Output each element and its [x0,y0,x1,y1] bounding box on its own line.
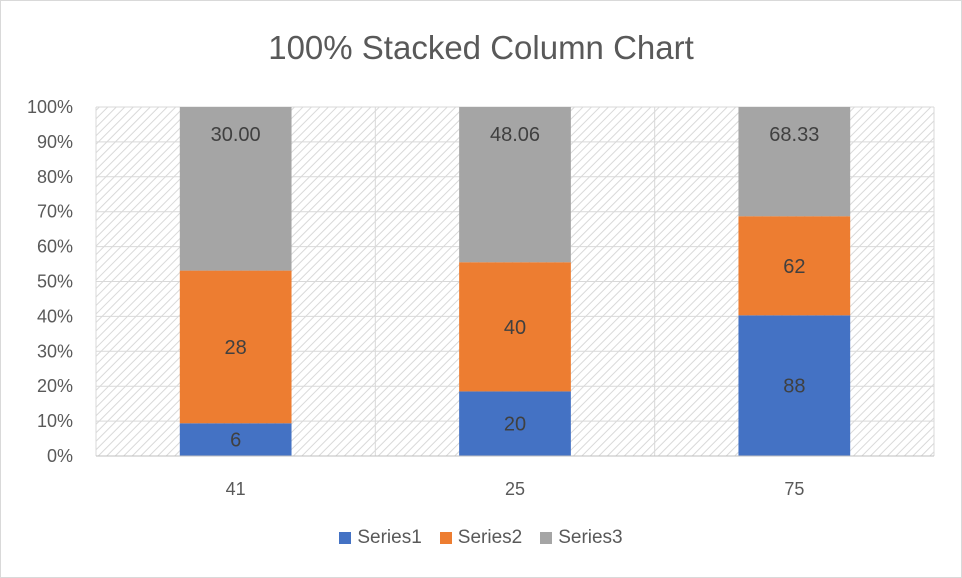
chart-title: 100% Stacked Column Chart [268,29,694,66]
legend-item-series1: Series1 [339,527,422,549]
bar-segment-series3 [738,107,851,217]
bar-segment-series1 [179,423,292,456]
y-tick-label: 80% [37,167,73,187]
data-label: 40 [504,317,526,339]
y-tick-label: 50% [37,272,73,292]
bar-segment-series2 [179,270,292,424]
legend-label: Series3 [558,527,623,548]
x-tick-label: 75 [784,479,804,499]
legend-swatch [439,532,452,544]
y-tick-label: 30% [37,341,73,361]
legend-label: Series1 [357,527,422,548]
legend-swatch [540,532,553,544]
x-tick-label: 25 [505,479,525,499]
y-tick-label: 10% [37,411,73,431]
data-label: 6 [230,430,241,452]
chart-legend: Series1 Series2 Series3 [1,527,961,549]
data-label: 68.33 [769,124,819,146]
legend-swatch [339,532,352,544]
bar-segment-series2 [459,262,571,392]
data-label: 62 [783,256,805,278]
y-tick-label: 60% [37,237,73,257]
legend-item-series2: Series2 [439,527,523,549]
y-tick-label: 20% [37,376,73,396]
y-tick-label: 40% [37,306,73,326]
legend-item-series3: Series3 [540,527,623,549]
bar-segment-series1 [459,391,571,456]
y-tick-label: 100% [27,97,73,117]
legend-label: Series2 [457,527,523,548]
y-tick-label: 0% [47,446,73,466]
bar-segment-series1 [738,315,851,456]
x-tick-label: 41 [226,479,246,499]
bar-segment-series3 [179,107,292,271]
y-tick-label: 70% [37,202,73,222]
data-label: 20 [504,414,526,436]
data-label: 88 [783,376,805,398]
bar-segment-series2 [738,216,851,316]
bar-segment-series3 [459,107,571,263]
data-label: 48.06 [490,124,540,146]
y-tick-label: 90% [37,132,73,152]
data-label: 30.00 [211,124,261,146]
data-label: 28 [225,337,247,359]
